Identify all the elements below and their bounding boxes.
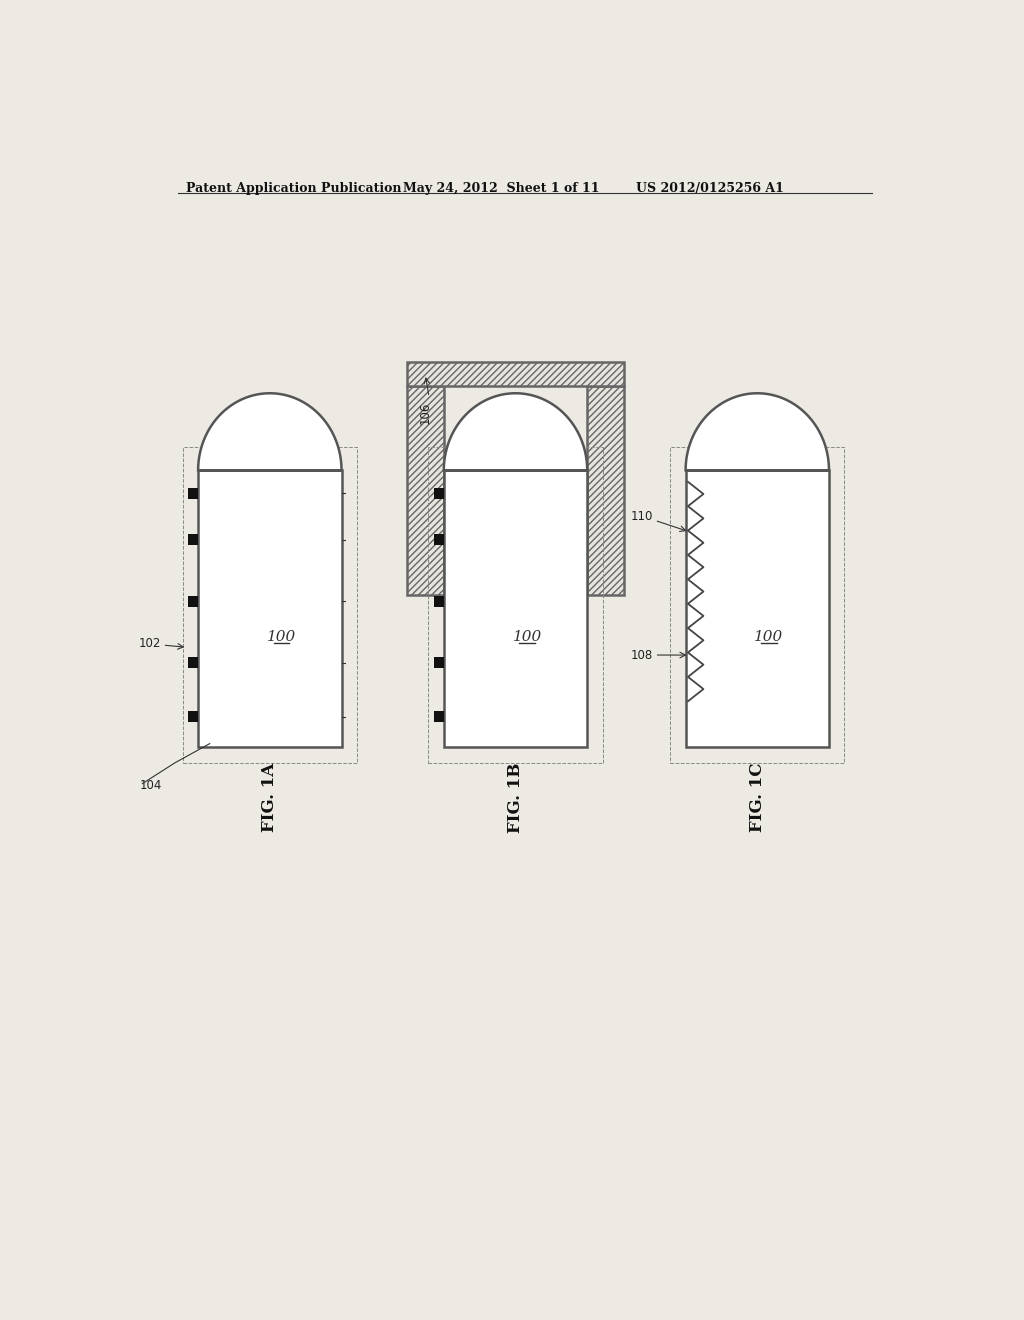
Text: 106: 106	[419, 401, 432, 424]
Text: FIG. 1A: FIG. 1A	[261, 763, 279, 832]
Bar	[182, 447, 357, 763]
Bar	[188, 657, 198, 668]
Bar	[407, 363, 625, 385]
Text: Patent Application Publication: Patent Application Publication	[186, 182, 401, 194]
Text: US 2012/0125256 A1: US 2012/0125256 A1	[636, 182, 783, 194]
Bar	[188, 535, 198, 545]
Bar	[434, 535, 443, 545]
Bar	[434, 657, 443, 668]
Polygon shape	[443, 393, 587, 470]
Text: 104: 104	[140, 779, 163, 792]
Polygon shape	[198, 393, 342, 470]
Bar	[670, 447, 845, 763]
Bar	[188, 595, 198, 607]
Text: FIG. 1B: FIG. 1B	[507, 763, 524, 833]
Bar	[428, 447, 603, 763]
Bar	[188, 488, 198, 499]
Bar	[434, 711, 443, 722]
Text: 100: 100	[755, 630, 783, 644]
Bar	[198, 470, 342, 747]
Bar	[443, 470, 587, 747]
Text: 102: 102	[138, 638, 161, 649]
Bar	[686, 470, 829, 747]
Bar	[407, 385, 443, 595]
Bar	[188, 711, 198, 722]
Text: 100: 100	[512, 630, 542, 644]
Bar	[587, 385, 625, 595]
Polygon shape	[686, 393, 829, 470]
Text: 110: 110	[631, 510, 653, 523]
Bar	[434, 488, 443, 499]
Text: 108: 108	[631, 648, 653, 661]
Text: FIG. 1C: FIG. 1C	[749, 763, 766, 832]
Bar	[434, 595, 443, 607]
Text: 100: 100	[267, 630, 296, 644]
Text: May 24, 2012  Sheet 1 of 11: May 24, 2012 Sheet 1 of 11	[403, 182, 600, 194]
